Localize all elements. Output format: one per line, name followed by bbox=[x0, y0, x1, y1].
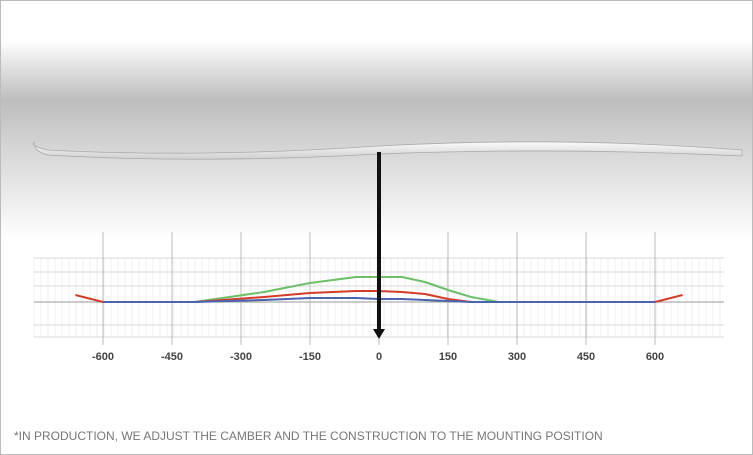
x-tick-label: 450 bbox=[577, 351, 595, 363]
footnote: *IN PRODUCTION, WE ADJUST THE CAMBER AND… bbox=[14, 429, 603, 443]
x-tick-label: -450 bbox=[161, 351, 183, 363]
x-tick-label: -300 bbox=[230, 351, 252, 363]
x-tick-label: 300 bbox=[508, 351, 526, 363]
backdrop bbox=[1, 40, 752, 240]
x-tick-label: 0 bbox=[376, 351, 382, 363]
x-tick-label: 600 bbox=[646, 351, 664, 363]
arrow-head bbox=[373, 329, 385, 339]
ski bbox=[32, 141, 743, 160]
x-tick-label: -150 bbox=[299, 351, 321, 363]
plot-area: -600 -450 -300 -150 0 150 300 450 600 bbox=[33, 152, 724, 363]
x-tick-label: -600 bbox=[92, 351, 114, 363]
series-line bbox=[103, 297, 655, 303]
x-tick-label: 150 bbox=[439, 351, 457, 363]
series-line bbox=[103, 276, 655, 303]
